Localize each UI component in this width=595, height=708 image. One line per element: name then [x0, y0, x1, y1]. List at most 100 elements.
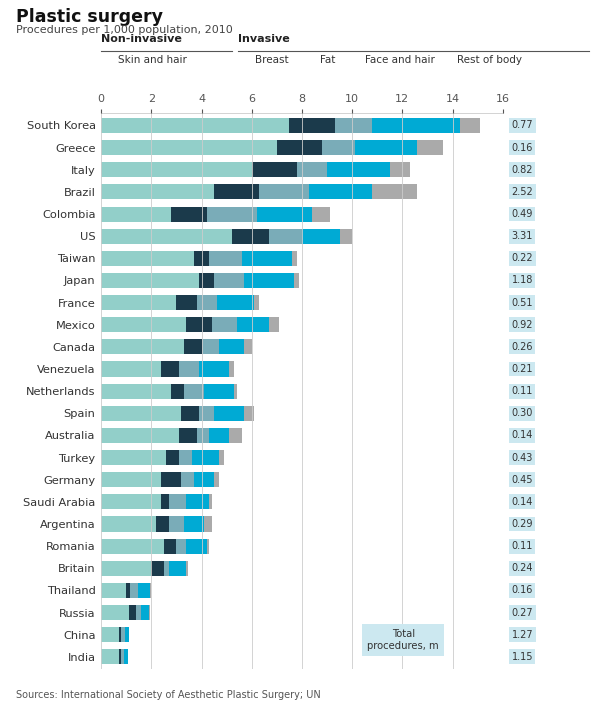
Bar	[177, 295, 196, 310]
Text: 0.82: 0.82	[512, 165, 533, 175]
Text: 0.11: 0.11	[512, 386, 533, 396]
Bar	[101, 273, 199, 288]
Text: 1.27: 1.27	[512, 629, 533, 640]
Bar	[254, 295, 259, 310]
Text: 2.52: 2.52	[512, 187, 533, 197]
Bar	[340, 229, 352, 244]
Text: 0.43: 0.43	[512, 452, 533, 462]
Bar	[196, 428, 209, 443]
Bar	[192, 450, 219, 465]
Bar	[124, 649, 127, 664]
Bar	[101, 339, 184, 355]
Bar	[101, 362, 161, 377]
Text: 0.24: 0.24	[512, 564, 533, 573]
Bar	[209, 428, 229, 443]
Text: 0.92: 0.92	[512, 320, 533, 330]
Bar	[184, 339, 202, 355]
Text: 0.11: 0.11	[512, 541, 533, 551]
Bar	[169, 561, 186, 576]
Text: 0.16: 0.16	[512, 142, 533, 153]
Bar	[179, 362, 199, 377]
Bar	[372, 118, 460, 133]
Bar	[229, 362, 234, 377]
Bar	[270, 229, 302, 244]
Bar	[179, 450, 192, 465]
Bar	[289, 118, 334, 133]
Text: 0.16: 0.16	[512, 586, 533, 595]
Bar	[179, 428, 196, 443]
Bar	[101, 406, 181, 421]
Text: 1.18: 1.18	[512, 275, 533, 285]
Text: Procedures per 1,000 population, 2010: Procedures per 1,000 population, 2010	[16, 25, 233, 35]
Bar	[196, 295, 217, 310]
Bar	[164, 561, 169, 576]
Bar	[231, 229, 270, 244]
Text: 0.21: 0.21	[512, 364, 533, 374]
Text: Total
procedures, m: Total procedures, m	[368, 629, 439, 651]
Text: Fat: Fat	[320, 55, 336, 65]
Bar	[101, 649, 119, 664]
Bar	[149, 605, 150, 620]
Text: 0.29: 0.29	[512, 519, 533, 529]
Text: 0.49: 0.49	[512, 209, 533, 219]
Bar	[204, 384, 234, 399]
Bar	[186, 561, 188, 576]
Bar	[418, 140, 443, 155]
Bar	[322, 140, 355, 155]
Bar	[372, 184, 418, 200]
Bar	[119, 649, 121, 664]
Bar	[101, 561, 151, 576]
Bar	[206, 207, 257, 222]
Bar	[194, 251, 209, 266]
Bar	[214, 184, 259, 200]
Bar	[150, 583, 151, 598]
Bar	[125, 627, 129, 642]
Bar	[101, 162, 252, 177]
Text: 0.27: 0.27	[512, 607, 533, 617]
Bar	[309, 184, 372, 200]
Bar	[101, 583, 126, 598]
Bar	[252, 162, 297, 177]
Bar	[312, 207, 330, 222]
Bar	[327, 162, 390, 177]
Bar	[270, 317, 280, 332]
Bar	[126, 583, 130, 598]
Bar	[257, 207, 312, 222]
Bar	[259, 184, 309, 200]
Bar	[186, 539, 206, 554]
Bar	[101, 472, 161, 487]
Bar	[199, 406, 214, 421]
Bar	[355, 140, 418, 155]
Bar	[142, 605, 149, 620]
Bar	[101, 627, 119, 642]
Bar	[214, 472, 219, 487]
Bar	[244, 273, 295, 288]
Bar	[204, 517, 212, 532]
Bar	[212, 317, 237, 332]
Bar	[302, 229, 340, 244]
Bar	[101, 207, 171, 222]
Bar	[244, 339, 252, 355]
Bar	[151, 561, 164, 576]
Text: 3.31: 3.31	[512, 232, 533, 241]
Text: 0.22: 0.22	[512, 253, 533, 263]
Bar	[164, 539, 177, 554]
Text: 0.26: 0.26	[512, 342, 533, 352]
Bar	[101, 118, 289, 133]
Bar	[234, 384, 237, 399]
Bar	[217, 295, 254, 310]
Bar	[209, 251, 242, 266]
Bar	[277, 140, 322, 155]
Text: 0.14: 0.14	[512, 497, 533, 507]
Bar	[137, 583, 150, 598]
Bar	[130, 583, 137, 598]
Bar	[101, 517, 156, 532]
Bar	[101, 251, 194, 266]
Bar	[199, 362, 229, 377]
Bar	[171, 384, 184, 399]
Text: Sources: International Society of Aesthetic Plastic Surgery; UN: Sources: International Society of Aesthe…	[16, 690, 321, 700]
Bar	[136, 605, 142, 620]
Text: 1.15: 1.15	[512, 652, 533, 662]
Bar	[244, 406, 254, 421]
Bar	[390, 162, 410, 177]
